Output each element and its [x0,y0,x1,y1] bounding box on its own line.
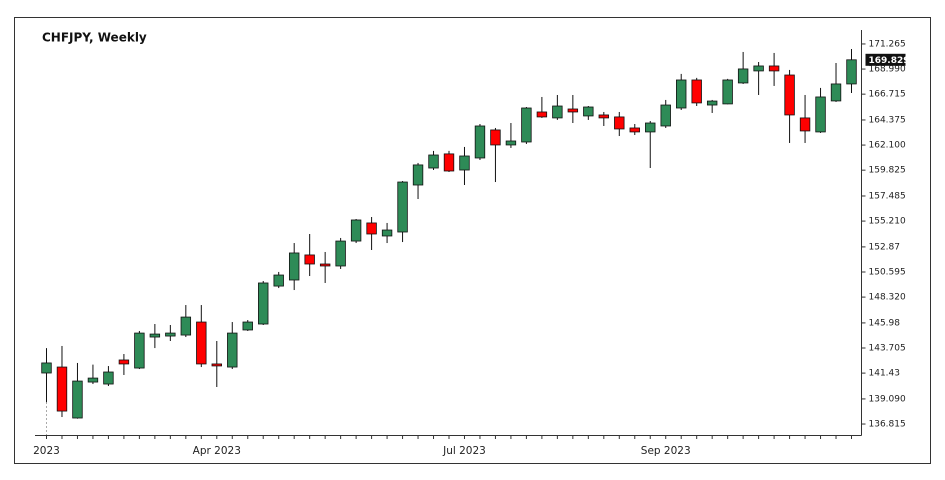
candle-body [737,68,749,84]
candle-body [72,380,83,419]
y-tick-label: 171.265 [869,39,906,49]
candle-body [319,263,331,267]
candle-body [614,116,625,130]
candle-body [103,371,114,385]
y-tick-label: 155.210 [869,217,906,227]
candle-body [180,316,192,336]
candle-body [598,114,610,119]
candle-body [211,363,222,367]
candle-body [227,332,238,368]
candle-body [521,107,532,143]
candle-body [753,65,764,72]
y-tick-label: 143.705 [869,344,906,354]
y-tick-label: 152.87 [869,242,901,252]
candle-body [567,108,579,113]
candle-body [830,83,842,102]
candle-body [165,332,176,337]
candle-body [846,59,857,85]
candle-body [366,222,377,235]
candle-body [691,79,702,104]
candle-body [412,164,424,186]
candle-body [149,333,161,338]
candle-body [443,153,455,172]
candle-body [536,111,548,118]
candle-body [474,125,486,159]
candle-body [288,252,300,281]
candle-body [273,274,284,287]
candle-body [56,366,68,412]
y-tick-label: 141.43 [869,369,901,379]
candle-body [645,122,656,133]
y-tick-label: 148.320 [869,293,906,303]
x-tick-label: 2023 [33,445,60,457]
y-tick-label: 168.990 [869,65,906,75]
candle-body [134,332,145,369]
candle-body [242,321,253,331]
candle-body [196,321,207,365]
candle-body [304,254,315,265]
candle-body [258,282,269,325]
chart-frame [14,17,931,464]
y-tick-label: 159.825 [869,166,906,176]
candle-body [706,100,718,106]
x-tick-label: Apr 2023 [193,445,241,457]
candle-body [350,219,362,242]
y-tick-label: 166.715 [869,90,906,100]
candle-body [583,106,594,117]
candle-body [768,65,780,72]
candle-body [381,229,393,237]
x-tick-label: Jul 2023 [442,445,486,457]
candle-body [660,104,671,127]
candle-body [428,154,439,169]
candle-body [335,240,346,267]
candle-body [41,362,52,374]
candle-body [490,129,501,146]
last-price-label: 169.829 [869,56,910,66]
candle-body [397,181,408,233]
last-price-box [865,53,906,66]
chart-title: CHFJPY, Weekly [42,31,147,45]
y-tick-label: 150.595 [869,267,906,277]
y-tick-label: 136.815 [869,420,906,430]
candle-body [459,155,470,171]
candle-body [629,127,640,133]
y-tick-label: 162.100 [869,141,906,151]
candle-body [815,96,826,133]
candle-body [784,74,795,116]
y-tick-label: 145.98 [869,318,901,328]
candle-body [552,105,563,119]
candle-body [722,79,733,105]
candle-body [505,140,517,146]
candle-body [799,117,811,132]
candle-body [87,377,99,383]
y-tick-label: 164.375 [869,115,906,125]
y-tick-label: 157.485 [869,191,906,201]
x-tick-label: Sep 2023 [641,445,691,457]
y-tick-label: 139.090 [869,394,906,404]
candle-body [118,359,130,365]
candle-body [676,79,687,109]
